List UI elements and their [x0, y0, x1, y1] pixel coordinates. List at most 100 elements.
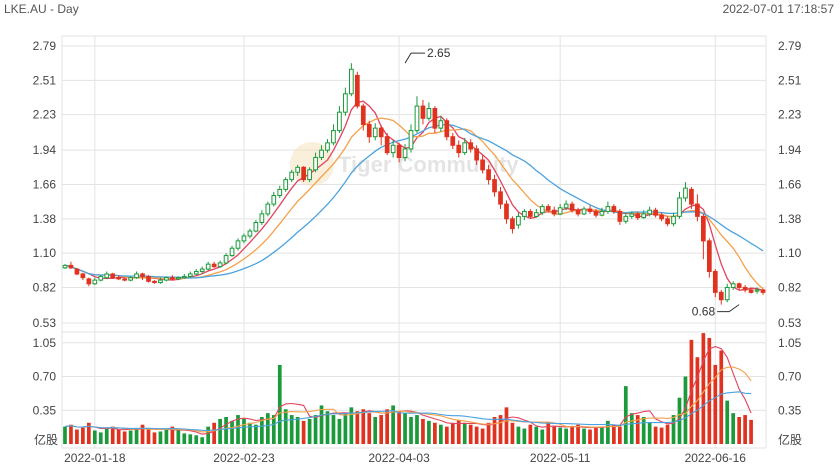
- candle-body: [736, 283, 742, 288]
- candle-body: [372, 127, 378, 138]
- candle-body: [211, 263, 217, 268]
- candle-body: [539, 206, 545, 214]
- volume-bar: [564, 428, 568, 444]
- volume-bar: [242, 418, 246, 444]
- price-tick-label-right: 1.66: [778, 178, 802, 192]
- candle-body: [683, 187, 688, 199]
- candle-body: [545, 206, 551, 211]
- volume-bar: [659, 427, 664, 444]
- date-tick-label: 2022-02-23: [213, 451, 275, 465]
- date-tick-label: 2022-05-11: [530, 451, 591, 465]
- price-tick-label-right: 2.23: [778, 108, 802, 122]
- high-annotation-label: 2.65: [427, 46, 451, 60]
- candle-body: [522, 210, 527, 217]
- volume-bar: [737, 417, 742, 444]
- candle-body: [438, 120, 444, 129]
- price-tick-label-right: 2.79: [778, 39, 802, 53]
- volume-bar: [600, 426, 604, 444]
- volume-bar: [540, 429, 545, 444]
- candle-body: [647, 209, 653, 215]
- volume-bar: [749, 419, 753, 444]
- volume-bar: [510, 422, 515, 444]
- volume-bar: [361, 409, 366, 444]
- candle-body: [146, 275, 151, 282]
- volume-bar: [558, 427, 563, 444]
- candle-body: [295, 166, 301, 173]
- volume-bar: [355, 411, 360, 444]
- candle-body: [217, 262, 223, 268]
- ma20-line: [64, 123, 764, 279]
- volume-bar: [164, 428, 169, 444]
- candle-body: [689, 188, 694, 205]
- volume-bar: [552, 426, 557, 444]
- volume-bar: [224, 417, 228, 444]
- volume-bar: [194, 435, 199, 444]
- volume-unit-label-left: 亿股: [34, 432, 58, 447]
- candle-body: [677, 197, 682, 217]
- candle-body: [730, 283, 736, 288]
- volume-tick-label-left: 0.70: [33, 370, 57, 384]
- high-annotation-leader: [404, 52, 426, 64]
- volume-bar: [468, 424, 473, 444]
- volume-bar: [421, 418, 425, 444]
- price-tick-label-left: 1.66: [33, 178, 57, 192]
- candle-body: [468, 142, 474, 150]
- candle-body: [241, 235, 247, 242]
- candle-body: [671, 215, 676, 225]
- volume-bar: [433, 422, 437, 444]
- volume-bar: [623, 386, 628, 444]
- volume-bar: [116, 429, 121, 444]
- volume-bar: [152, 432, 157, 444]
- volume-bar: [594, 427, 598, 444]
- volume-bar: [313, 415, 318, 444]
- candle-body: [557, 207, 563, 215]
- volume-bar: [516, 426, 521, 444]
- candle-body: [259, 213, 265, 223]
- volume-ma20-line: [64, 391, 752, 432]
- candle-body: [641, 213, 647, 219]
- volume-bar: [86, 422, 91, 444]
- price-candles: [62, 63, 766, 305]
- candle-body: [480, 159, 485, 171]
- volume-bar: [170, 426, 175, 444]
- candle-body: [92, 279, 98, 285]
- candle-body: [587, 208, 593, 212]
- candle-body: [712, 271, 718, 293]
- volume-bar: [474, 426, 479, 444]
- candle-body: [593, 210, 599, 216]
- volume-bar: [218, 418, 222, 444]
- price-tick-label-right: 1.38: [778, 212, 802, 226]
- price-tick-label-left: 2.23: [33, 108, 57, 122]
- candle-body: [181, 275, 187, 279]
- candle-body: [462, 142, 468, 154]
- volume-bar: [81, 427, 85, 444]
- candle-body: [396, 144, 402, 159]
- candle-body: [116, 277, 122, 280]
- volume-tick-label-left: 1.05: [33, 336, 57, 350]
- volume-tick-label-right: 1.05: [778, 336, 802, 350]
- timestamp: 2022-07-01 17:18:57: [722, 2, 834, 16]
- volume-bar: [63, 426, 67, 444]
- volume-bar: [647, 422, 652, 444]
- candle-body: [360, 105, 366, 125]
- candle-body: [319, 149, 324, 159]
- candle-body: [390, 144, 396, 154]
- candle-body: [456, 144, 462, 154]
- candle-body: [98, 275, 104, 281]
- volume-bar: [385, 409, 390, 444]
- volume-bar: [576, 424, 580, 444]
- candle-body: [271, 195, 277, 205]
- candle-body: [701, 215, 706, 242]
- volume-bar: [522, 428, 527, 444]
- volume-bar: [582, 428, 586, 444]
- price-tick-label-right: 1.10: [778, 246, 802, 260]
- candle-body: [277, 188, 283, 197]
- candle-body: [343, 93, 348, 113]
- candle-body: [349, 68, 354, 95]
- volume-bar: [98, 432, 103, 444]
- volume-bar: [379, 415, 384, 444]
- volume-tick-label-right: 0.70: [778, 370, 802, 384]
- volume-bar: [409, 417, 413, 444]
- volume-bar: [236, 415, 240, 444]
- candle-body: [504, 203, 509, 220]
